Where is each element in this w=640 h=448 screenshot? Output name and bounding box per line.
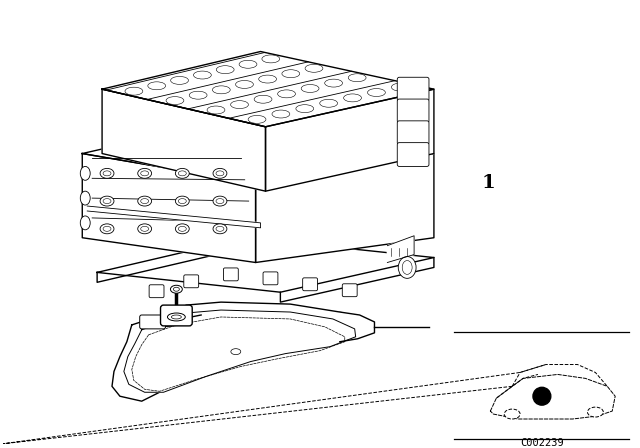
FancyBboxPatch shape: [397, 121, 429, 145]
Ellipse shape: [175, 196, 189, 206]
Ellipse shape: [138, 196, 152, 206]
Ellipse shape: [179, 226, 186, 231]
Ellipse shape: [175, 224, 189, 234]
Polygon shape: [340, 312, 374, 342]
FancyBboxPatch shape: [397, 77, 429, 101]
Ellipse shape: [236, 81, 253, 88]
Ellipse shape: [272, 110, 290, 118]
Polygon shape: [83, 114, 434, 183]
Ellipse shape: [141, 171, 148, 176]
Polygon shape: [280, 258, 434, 302]
Ellipse shape: [172, 315, 181, 319]
Ellipse shape: [344, 94, 362, 102]
Polygon shape: [102, 89, 266, 191]
FancyBboxPatch shape: [342, 284, 357, 297]
Ellipse shape: [80, 191, 90, 205]
Ellipse shape: [212, 86, 230, 94]
Ellipse shape: [367, 89, 385, 96]
Ellipse shape: [588, 407, 604, 417]
Ellipse shape: [166, 97, 184, 104]
FancyBboxPatch shape: [140, 315, 166, 329]
Ellipse shape: [320, 99, 337, 107]
Polygon shape: [387, 236, 414, 263]
Ellipse shape: [193, 71, 211, 79]
Ellipse shape: [259, 75, 276, 83]
Ellipse shape: [173, 287, 179, 291]
FancyBboxPatch shape: [397, 99, 429, 123]
Polygon shape: [83, 154, 255, 263]
Polygon shape: [124, 310, 356, 392]
Ellipse shape: [100, 224, 114, 234]
Polygon shape: [112, 302, 369, 401]
Polygon shape: [97, 238, 246, 282]
Ellipse shape: [103, 198, 111, 203]
Ellipse shape: [80, 216, 90, 230]
Ellipse shape: [305, 65, 323, 72]
Ellipse shape: [213, 168, 227, 178]
Polygon shape: [266, 89, 434, 191]
Ellipse shape: [141, 198, 148, 203]
Ellipse shape: [402, 261, 412, 274]
FancyBboxPatch shape: [161, 305, 192, 326]
Text: C002239: C002239: [520, 438, 564, 448]
Text: 1: 1: [481, 174, 495, 192]
Ellipse shape: [392, 83, 409, 91]
Ellipse shape: [179, 198, 186, 203]
FancyBboxPatch shape: [397, 142, 429, 166]
Ellipse shape: [141, 226, 148, 231]
Ellipse shape: [168, 313, 186, 321]
Ellipse shape: [231, 349, 241, 355]
FancyBboxPatch shape: [184, 275, 198, 288]
Ellipse shape: [100, 168, 114, 178]
Ellipse shape: [148, 82, 166, 90]
Ellipse shape: [398, 257, 416, 278]
Ellipse shape: [254, 95, 272, 103]
Ellipse shape: [103, 171, 111, 176]
Ellipse shape: [213, 224, 227, 234]
Ellipse shape: [324, 79, 342, 87]
Ellipse shape: [296, 105, 314, 112]
Polygon shape: [102, 52, 434, 127]
FancyBboxPatch shape: [303, 278, 317, 291]
Ellipse shape: [175, 168, 189, 178]
Ellipse shape: [262, 55, 280, 63]
Ellipse shape: [230, 101, 248, 108]
Polygon shape: [87, 206, 260, 228]
Ellipse shape: [216, 226, 224, 231]
Ellipse shape: [170, 285, 182, 293]
FancyBboxPatch shape: [149, 285, 164, 297]
Ellipse shape: [278, 90, 296, 98]
Ellipse shape: [138, 224, 152, 234]
Ellipse shape: [216, 198, 224, 203]
Polygon shape: [97, 238, 434, 292]
Circle shape: [533, 388, 551, 405]
Ellipse shape: [103, 226, 111, 231]
Ellipse shape: [125, 87, 143, 95]
Ellipse shape: [138, 168, 152, 178]
Ellipse shape: [213, 196, 227, 206]
Ellipse shape: [207, 106, 225, 114]
Ellipse shape: [100, 196, 114, 206]
Ellipse shape: [216, 66, 234, 73]
FancyBboxPatch shape: [263, 272, 278, 285]
Ellipse shape: [248, 116, 266, 123]
Ellipse shape: [239, 60, 257, 68]
Polygon shape: [255, 154, 434, 263]
Ellipse shape: [171, 77, 188, 84]
Ellipse shape: [179, 171, 186, 176]
Ellipse shape: [216, 171, 224, 176]
Ellipse shape: [301, 85, 319, 92]
Ellipse shape: [189, 91, 207, 99]
FancyBboxPatch shape: [223, 268, 238, 281]
Ellipse shape: [348, 74, 366, 82]
Ellipse shape: [282, 70, 300, 78]
Ellipse shape: [504, 409, 520, 419]
Ellipse shape: [80, 166, 90, 180]
